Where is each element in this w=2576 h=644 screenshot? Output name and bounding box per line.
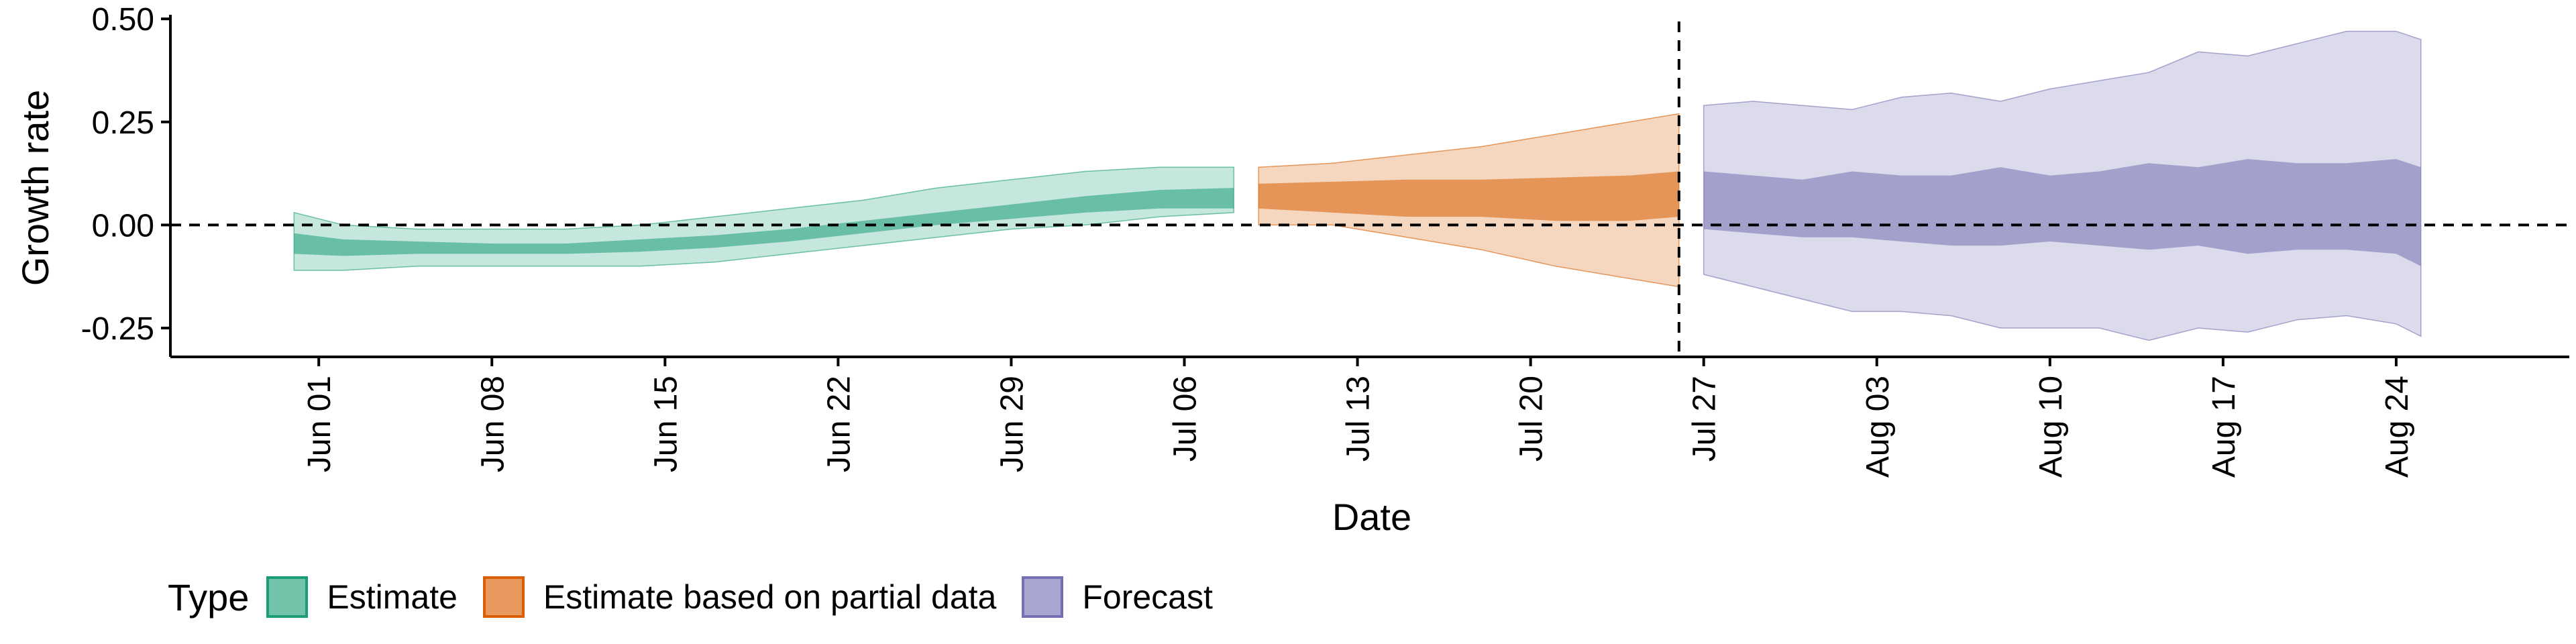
- series-bands: [293, 30, 2422, 341]
- x-tick-label: Aug 24: [2379, 376, 2415, 478]
- legend-item-estimate: Estimate: [266, 576, 458, 618]
- band-50-series-1: [1258, 171, 1679, 221]
- band-50-series-0: [294, 188, 1234, 256]
- x-tick-label: Jun 22: [821, 376, 857, 472]
- legend-item-partial: Estimate based on partial data: [482, 576, 997, 618]
- x-tick-label: Aug 10: [2033, 376, 2069, 478]
- band-90-series-0: [293, 166, 1234, 271]
- x-axis-title: Date: [1332, 496, 1411, 538]
- legend-title: Type: [168, 576, 250, 619]
- y-tick-label: 0.50: [92, 2, 154, 38]
- legend: Type Estimate Estimate based on partial …: [168, 570, 1238, 624]
- y-tick-label: 0.25: [92, 105, 154, 141]
- x-tick-label: Jun 01: [302, 376, 337, 472]
- x-tick-label: Jul 13: [1341, 376, 1377, 462]
- band-50-series-2: [1703, 159, 2421, 266]
- x-tick-label: Jul 20: [1514, 376, 1550, 462]
- legend-key-forecast: [1022, 576, 1064, 618]
- legend-key-estimate: [266, 576, 309, 618]
- reference-lines: [170, 21, 2569, 357]
- x-tick-label: Jul 27: [1687, 376, 1723, 462]
- y-tick-label: -0.25: [81, 311, 154, 347]
- x-tick-label: Jun 08: [475, 376, 511, 472]
- x-tick-label: Jul 06: [1168, 376, 1203, 462]
- axes: 0.50 0.25 0.00 -0.25 Jun 01 Jun 08 Jun 15 Jun 2…: [81, 2, 2569, 478]
- x-tick-label: Aug 03: [1860, 376, 1896, 478]
- y-axis-title: Growth rate: [14, 90, 56, 286]
- x-tick-label: Aug 17: [2206, 376, 2242, 478]
- y-tick-label: 0.00: [92, 208, 154, 244]
- legend-key-partial: [482, 576, 525, 618]
- legend-item-forecast: Forecast: [1022, 576, 1213, 618]
- legend-label-forecast: Forecast: [1082, 578, 1213, 616]
- x-tick-label: Jun 15: [648, 376, 684, 472]
- legend-label-estimate: Estimate: [327, 578, 458, 616]
- legend-label-partial: Estimate based on partial data: [543, 578, 997, 616]
- x-tick-label: Jun 29: [994, 376, 1030, 472]
